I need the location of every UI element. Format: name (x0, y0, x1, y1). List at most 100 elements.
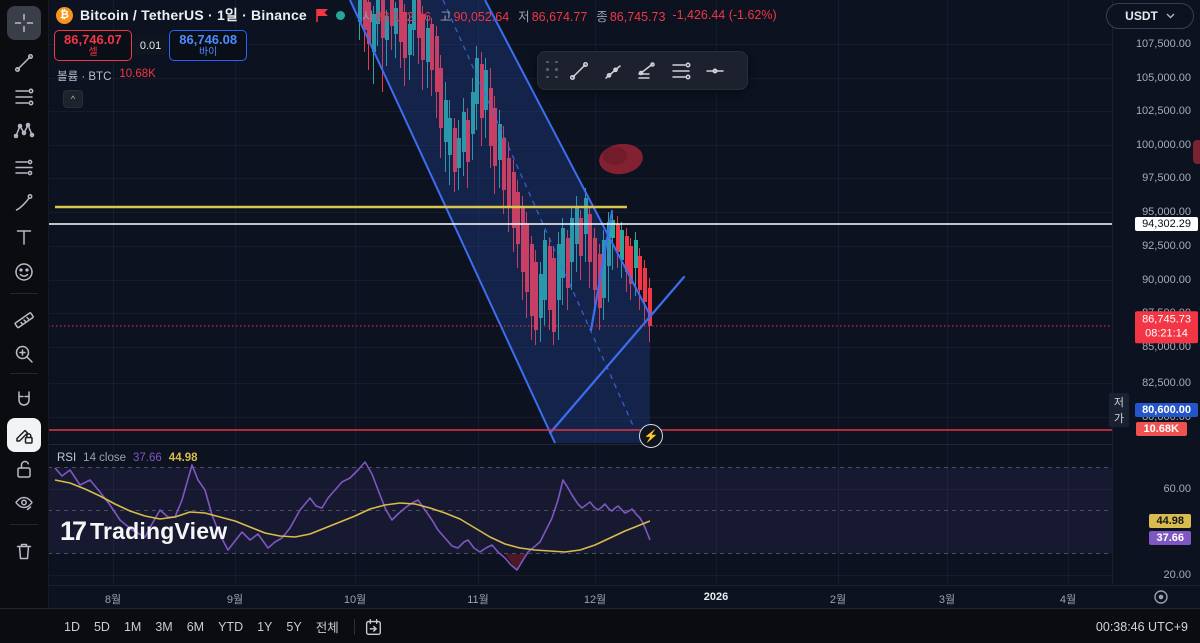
trend-line-drawing[interactable] (589, 209, 614, 332)
rsi-title: RSI (57, 452, 77, 464)
candle-body (416, 0, 421, 38)
candle-body (619, 230, 624, 260)
rsi-pane-overlay[interactable] (48, 445, 1112, 585)
trend-line-favorite-tool[interactable] (562, 56, 596, 86)
hide-drawings-tool[interactable] (7, 486, 41, 520)
zoom-in-tool[interactable] (7, 337, 41, 371)
legend-collapse-button[interactable]: ^ (63, 90, 83, 108)
rsi-legend[interactable]: RSI 14 close 37.66 44.98 (57, 452, 198, 464)
date-range-buttons: 1D 5D 1M 3M 6M YTD 1Y 5Y 전체 (57, 613, 346, 640)
volume-axis-label: 10.68K (1135, 422, 1187, 436)
candle-body (601, 240, 606, 298)
candle-body (465, 120, 470, 162)
fib-retracement-tool[interactable] (7, 80, 41, 114)
horizontal-line-favorite-tool[interactable] (698, 56, 732, 86)
candle-body (362, 0, 367, 30)
candle-body (606, 222, 611, 266)
candle-body (615, 224, 620, 252)
v-gridline (595, 445, 596, 584)
volume-value: 10.68K (119, 68, 156, 80)
range-button-1y[interactable]: 1Y (257, 619, 273, 634)
divider (353, 618, 355, 635)
candle-body (366, 2, 371, 44)
range-button-전체[interactable]: 전체 (315, 621, 339, 635)
pane-separator[interactable] (48, 444, 1112, 445)
rsi-base-label: 37.66 (1149, 531, 1191, 545)
trend-line-tool[interactable] (7, 46, 41, 80)
v-gridline (1068, 445, 1069, 584)
range-button-ytd[interactable]: YTD (218, 619, 244, 634)
candle-body (524, 224, 529, 292)
hide-drawings-icon (15, 496, 33, 511)
candle-body (497, 124, 502, 160)
currency-label: USDT (1125, 9, 1158, 23)
long-position-tool[interactable] (7, 150, 41, 184)
time-axis-label: 3월 (938, 594, 956, 606)
v-gridline (947, 0, 948, 443)
range-button-5y[interactable]: 5Y (286, 619, 302, 634)
scrollbar-marker[interactable] (1193, 140, 1200, 164)
symbol-title[interactable]: Bitcoin / TetherUS · 1일 · Binance (80, 7, 307, 23)
fib-retracement-icon (672, 62, 691, 79)
emoji-tool[interactable] (7, 255, 41, 289)
unlock-all-tool[interactable] (7, 452, 41, 486)
range-button-5d[interactable]: 5D (93, 619, 110, 634)
v-gridline (838, 445, 839, 584)
buy-button[interactable]: 86,746.08 바이 (169, 30, 248, 62)
buy-label: 바이 (198, 47, 218, 59)
range-button-1m[interactable]: 1M (123, 619, 142, 634)
lightning-button[interactable]: ⚡ (639, 424, 663, 448)
sell-button[interactable]: 86,746.07 셀 (54, 30, 132, 62)
fib-retracement-favorite-tool[interactable] (664, 56, 698, 86)
text-tool[interactable] (7, 220, 41, 254)
flag-icon[interactable] (316, 8, 329, 22)
candle-body (529, 244, 534, 316)
range-button-1d[interactable]: 1D (64, 619, 80, 634)
market-status-icon[interactable] (335, 10, 345, 20)
candle-body (461, 112, 466, 152)
range-button-6m[interactable]: 6M (186, 619, 205, 634)
time-scale-settings-icon[interactable] (1152, 588, 1170, 606)
volume-legend[interactable]: 볼륨 · BTC 10.68K (57, 68, 156, 84)
brush-tool[interactable] (7, 186, 41, 220)
price-axis[interactable]: 107,500.00 105,000.00 102,500.00 100,000.00… (1108, 0, 1200, 584)
magnet-tool[interactable] (7, 383, 41, 417)
session-clock[interactable]: 00:38:46 UTC+9 (1095, 619, 1188, 634)
symbol-legend[interactable]: ₿ Bitcoin / TetherUS · 1일 · Binance 시 88,… (56, 5, 777, 25)
candle-body (647, 288, 652, 326)
v-gridline (235, 445, 236, 584)
h-gridline (48, 417, 1112, 418)
trash-tool[interactable] (7, 534, 41, 568)
ray-icon (605, 64, 621, 79)
range-button-3m[interactable]: 3M (155, 619, 173, 634)
ray-favorite-tool[interactable] (596, 56, 630, 86)
zoom-in-icon (15, 345, 33, 363)
candle-body (520, 208, 525, 272)
candle-body (506, 158, 511, 208)
drag-handle-icon[interactable] (546, 60, 560, 81)
ruler-tool[interactable] (7, 303, 41, 337)
channel-fill[interactable] (350, 0, 650, 443)
candle-body (637, 256, 642, 290)
candle-body (398, 0, 403, 42)
candle-body (434, 36, 439, 92)
toolbar-divider (10, 524, 38, 525)
lock-drawing-tool[interactable] (7, 418, 41, 452)
crosshair-tool[interactable] (7, 6, 41, 40)
currency-selector[interactable]: USDT (1106, 3, 1194, 29)
favorites-toolbar[interactable] (537, 51, 748, 90)
xabcd-pattern-tool[interactable] (7, 114, 41, 148)
time-axis[interactable]: 8월 9월 10월 11월 12월 2026 2월 3월 4월 (48, 585, 1200, 609)
time-axis-label: 8월 (104, 594, 122, 606)
horizontal-line-icon (706, 67, 724, 74)
fib-channel-favorite-tool[interactable] (630, 56, 664, 86)
channel-left-line[interactable] (349, 0, 556, 444)
trash-icon (16, 543, 32, 560)
trend-line-drawing[interactable] (548, 275, 686, 435)
go-to-date-icon[interactable] (363, 617, 383, 637)
rsi-value-label: 44.98 (1149, 514, 1191, 528)
rsi-axis-label: 20.00 (1163, 569, 1191, 581)
channel-right-line[interactable] (484, 0, 651, 316)
main-chart-overlay[interactable] (48, 0, 1112, 444)
channel-mid-line[interactable] (442, 0, 636, 431)
